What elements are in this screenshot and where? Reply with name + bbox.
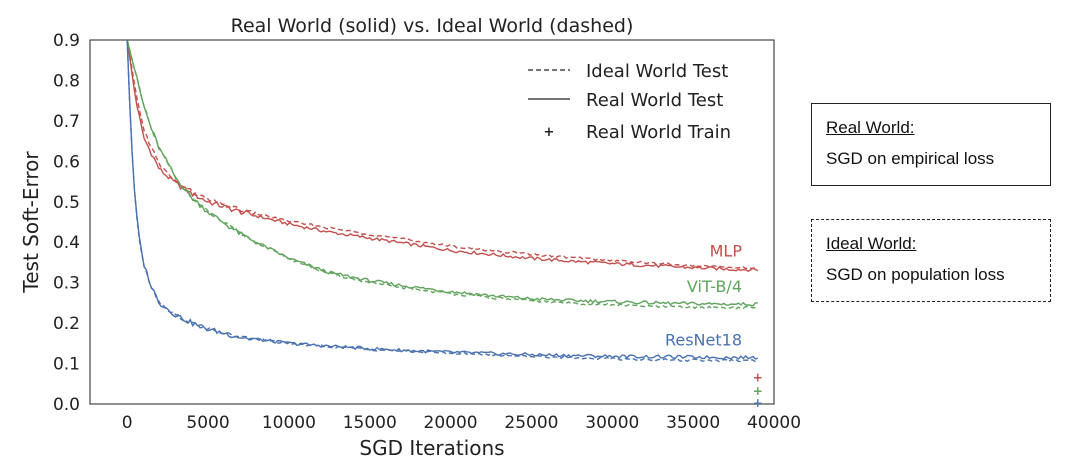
series-annotation-mlp: MLP [710, 242, 743, 261]
y-tick-label: 0.1 [53, 355, 80, 375]
real-world-heading: Real World: [826, 118, 915, 137]
mlp-real-test-line [126, 39, 759, 272]
y-tick-label: 0.7 [53, 112, 80, 132]
x-tick-label: 15000 [343, 413, 397, 433]
vit-b-4-real-test-line [126, 39, 758, 307]
ideal-world-heading: Ideal World: [826, 234, 917, 253]
legend-label: Real World Test [586, 90, 723, 111]
x-tick-label: 35000 [666, 413, 720, 433]
x-tick-label: 10000 [262, 413, 316, 433]
mlp-real-train-marker: + [753, 371, 763, 385]
chart-title: Real World (solid) vs. Ideal World (dash… [231, 15, 634, 37]
y-tick-label: 0.3 [53, 274, 80, 294]
x-tick-label: 20000 [424, 413, 478, 433]
x-tick-label: 40000 [747, 413, 801, 433]
resnet18-real-train-marker: + [753, 396, 763, 410]
series-annotation-resnet18: ResNet18 [665, 330, 742, 349]
plot-area-frame [89, 39, 775, 405]
resnet18-real-test-line [126, 39, 758, 360]
y-tick-label: 0.8 [53, 71, 80, 91]
real-world-description: SGD on empirical loss [826, 149, 995, 168]
mlp-ideal-test-line [126, 39, 759, 270]
vit-b-4-real-train-marker: + [753, 384, 763, 398]
legend-label: Ideal World Test [586, 61, 728, 82]
y-tick-label: 0.2 [53, 314, 80, 334]
y-tick-label: 0.0 [53, 395, 80, 415]
x-tick-label: 0 [122, 413, 133, 433]
ideal-world-description: SGD on population loss [826, 265, 1005, 284]
ideal-world-callout: Ideal World: SGD on population loss [811, 219, 1051, 302]
y-tick-label: 0.4 [53, 233, 80, 253]
y-tick-label: 0.9 [53, 31, 80, 51]
series-annotation-vit-b-4: ViT-B/4 [687, 277, 742, 296]
y-tick-label: 0.6 [53, 152, 80, 172]
y-axis-label: Test Soft-Error [19, 151, 43, 294]
x-tick-label: 25000 [504, 413, 558, 433]
legend-marker-swatch: + [544, 125, 555, 140]
x-tick-label: 30000 [585, 413, 639, 433]
legend-label: Real World Train [586, 122, 731, 143]
x-tick-label: 5000 [186, 413, 229, 433]
resnet18-ideal-test-line [126, 39, 758, 363]
y-tick-label: 0.5 [53, 193, 80, 213]
x-axis-label: SGD Iterations [359, 436, 504, 460]
real-world-callout: Real World: SGD on empirical loss [811, 103, 1051, 186]
